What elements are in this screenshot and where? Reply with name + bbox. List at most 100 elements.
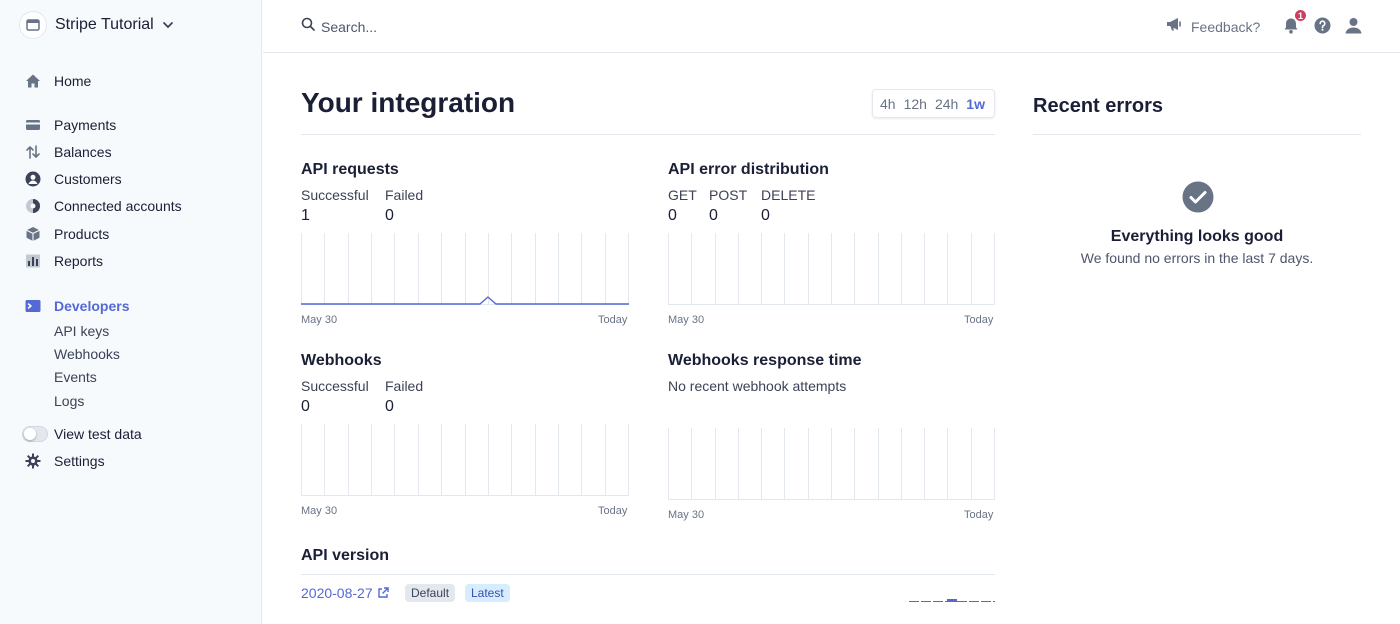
api-version-link[interactable]: 2020-08-27 (301, 585, 389, 601)
api-requests-series-line (301, 296, 629, 305)
metric-label-failed: Failed (385, 187, 424, 203)
customers-icon (25, 171, 41, 187)
sidebar-item-label: Reports (54, 253, 104, 269)
webhooks-response-time-title: Webhooks response time (668, 352, 862, 369)
sidebar-item-balances[interactable]: Balances (25, 142, 112, 162)
default-badge: Default (405, 584, 456, 602)
api-error-distribution-chart[interactable] (668, 233, 995, 307)
metric-value-successful: 0 (301, 398, 310, 415)
status-message: We found no errors in the last 7 days. (1080, 250, 1314, 266)
user-avatar-icon[interactable] (1344, 16, 1362, 34)
notification-badge: 1 (1294, 9, 1307, 22)
status-title: Everything looks good (1110, 228, 1284, 245)
sidebar-item-label: Products (54, 226, 110, 242)
sidebar-item-label: Customers (54, 171, 122, 187)
webhooks-response-time-chart[interactable] (668, 428, 995, 502)
sidebar: Stripe Tutorial Home Payments Balances (0, 0, 262, 624)
range-option-24h[interactable]: 24h (934, 95, 959, 112)
metric-label-get: GET (668, 187, 697, 203)
balances-icon (25, 144, 41, 160)
sidebar-item-reports[interactable]: Reports (25, 251, 103, 271)
notification-bell-icon[interactable] (1282, 16, 1300, 34)
x-axis-start-label: May 30 (668, 509, 705, 521)
feedback-button[interactable]: Feedback? (1166, 16, 1260, 37)
reports-icon (25, 253, 41, 269)
sidebar-item-label: Settings (54, 453, 105, 469)
x-axis-end-label: Today (598, 505, 628, 517)
account-switcher[interactable]: Stripe Tutorial (19, 10, 174, 40)
webhooks-title: Webhooks (301, 352, 382, 369)
divider (1033, 134, 1361, 135)
sidebar-subitem-api-keys[interactable]: API keys (54, 323, 110, 339)
topbar: Feedback? 1 (263, 0, 1400, 53)
metric-value-failed: 0 (385, 398, 394, 415)
range-option-1w[interactable]: 1w (966, 95, 985, 112)
metric-label-failed: Failed (385, 378, 424, 394)
x-axis-start-label: May 30 (301, 314, 338, 326)
sidebar-item-label: Payments (54, 117, 117, 133)
account-logo-icon (19, 11, 47, 39)
x-axis-end-label: Today (964, 509, 994, 521)
search-bar[interactable] (301, 17, 521, 36)
sidebar-item-label: Developers (54, 298, 130, 314)
range-option-12h[interactable]: 12h (903, 95, 927, 112)
sidebar-subitem-webhooks[interactable]: Webhooks (54, 346, 120, 362)
toggle-switch[interactable] (22, 426, 48, 442)
page-title: Your integration (301, 87, 516, 118)
metric-label-post: POST (709, 187, 748, 203)
metric-value-successful: 1 (301, 207, 310, 224)
metric-value-post: 0 (709, 207, 718, 224)
sidebar-subitem-logs[interactable]: Logs (54, 393, 85, 409)
api-version-sparkline (909, 599, 995, 602)
api-version-value: 2020-08-27 (301, 585, 373, 601)
api-requests-chart[interactable] (301, 233, 629, 307)
time-range-selector: 4h 12h 24h 1w (872, 89, 995, 118)
api-error-distribution-title: API error distribution (668, 161, 829, 178)
search-input[interactable] (321, 18, 521, 35)
developers-icon (25, 298, 41, 314)
x-axis-start-label: May 30 (668, 314, 705, 326)
sidebar-item-products[interactable]: Products (25, 224, 109, 244)
sidebar-item-settings[interactable]: Settings (25, 451, 105, 471)
divider (301, 574, 995, 575)
sidebar-item-developers[interactable]: Developers (25, 296, 129, 316)
metric-value-get: 0 (668, 207, 677, 224)
sidebar-subitem-events[interactable]: Events (54, 369, 97, 385)
x-axis-end-label: Today (964, 314, 994, 326)
sidebar-item-label: Connected accounts (54, 198, 182, 214)
metric-label-successful: Successful (301, 378, 369, 394)
sidebar-item-payments[interactable]: Payments (25, 115, 116, 135)
home-icon (25, 73, 41, 89)
x-axis-end-label: Today (598, 314, 628, 326)
recent-errors-title: Recent errors (1033, 95, 1164, 117)
no-webhook-attempts-message: No recent webhook attempts (668, 378, 847, 394)
megaphone-icon (1166, 16, 1183, 37)
sidebar-item-customers[interactable]: Customers (25, 169, 122, 189)
chevron-down-icon (162, 19, 174, 31)
gear-icon (25, 453, 41, 469)
products-icon (25, 226, 41, 242)
divider (301, 134, 995, 135)
latest-badge: Latest (465, 584, 510, 602)
checkmark-circle-icon (1182, 181, 1214, 213)
api-version-title: API version (301, 547, 390, 564)
account-name: Stripe Tutorial (55, 16, 154, 33)
connected-accounts-icon (25, 198, 41, 214)
search-icon (301, 17, 315, 36)
metric-value-failed: 0 (385, 207, 394, 224)
metric-value-delete: 0 (761, 207, 770, 224)
view-test-data-toggle[interactable]: View test data (22, 424, 142, 444)
help-icon[interactable] (1313, 16, 1331, 34)
sidebar-item-label: Balances (54, 144, 112, 160)
webhooks-chart[interactable] (301, 424, 629, 498)
toggle-label: View test data (54, 426, 142, 442)
metric-label-successful: Successful (301, 187, 369, 203)
feedback-label: Feedback? (1191, 18, 1261, 35)
sidebar-item-label: Home (54, 73, 92, 89)
sidebar-item-connected-accounts[interactable]: Connected accounts (25, 196, 182, 216)
range-option-4h[interactable]: 4h (880, 95, 896, 112)
api-requests-title: API requests (301, 161, 399, 178)
metric-label-delete: DELETE (761, 187, 816, 203)
sidebar-item-home[interactable]: Home (25, 71, 91, 91)
